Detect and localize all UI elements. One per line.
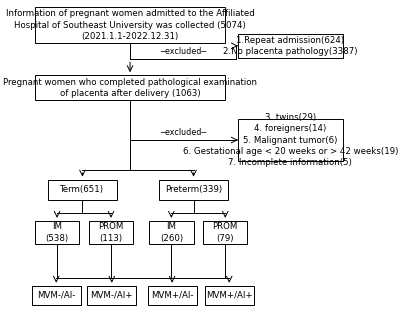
Text: IM
(260): IM (260) xyxy=(160,222,183,243)
FancyBboxPatch shape xyxy=(35,7,225,44)
FancyBboxPatch shape xyxy=(87,286,136,305)
Text: MVM-/AI+: MVM-/AI+ xyxy=(90,291,133,300)
Text: Pregnant women who completed pathological examination
of placenta after delivery: Pregnant women who completed pathologica… xyxy=(3,78,257,98)
FancyBboxPatch shape xyxy=(205,286,254,305)
Text: Term(651): Term(651) xyxy=(60,185,104,194)
FancyBboxPatch shape xyxy=(35,221,79,245)
Text: IM
(538): IM (538) xyxy=(46,222,69,243)
FancyBboxPatch shape xyxy=(148,286,197,305)
Text: Information of pregnant women admitted to the Affiliated
Hospital of Southeast U: Information of pregnant women admitted t… xyxy=(6,9,254,41)
Text: MVM+/AI+: MVM+/AI+ xyxy=(206,291,252,300)
Text: PROM
(79): PROM (79) xyxy=(212,222,238,243)
FancyBboxPatch shape xyxy=(35,75,225,100)
Text: Preterm(339): Preterm(339) xyxy=(165,185,222,194)
Text: PROM
(113): PROM (113) xyxy=(98,222,124,243)
Text: ─excluded─: ─excluded─ xyxy=(160,128,206,137)
Text: ─excluded─: ─excluded─ xyxy=(160,47,206,56)
Text: MVM-/AI-: MVM-/AI- xyxy=(37,291,76,300)
FancyBboxPatch shape xyxy=(238,34,343,58)
FancyBboxPatch shape xyxy=(89,221,133,245)
FancyBboxPatch shape xyxy=(48,180,117,200)
FancyBboxPatch shape xyxy=(32,286,81,305)
FancyBboxPatch shape xyxy=(203,221,248,245)
FancyBboxPatch shape xyxy=(238,120,343,161)
Text: 1.Repeat admission(624)
2.No placenta pathology(3387): 1.Repeat admission(624) 2.No placenta pa… xyxy=(223,36,358,56)
FancyBboxPatch shape xyxy=(149,221,194,245)
Text: MVM+/AI-: MVM+/AI- xyxy=(151,291,193,300)
Text: 3. twins(29)
4. foreigners(14)
5. Malignant tumor(6)
6. Gestational age < 20 wee: 3. twins(29) 4. foreigners(14) 5. Malign… xyxy=(183,113,398,167)
FancyBboxPatch shape xyxy=(159,180,228,200)
